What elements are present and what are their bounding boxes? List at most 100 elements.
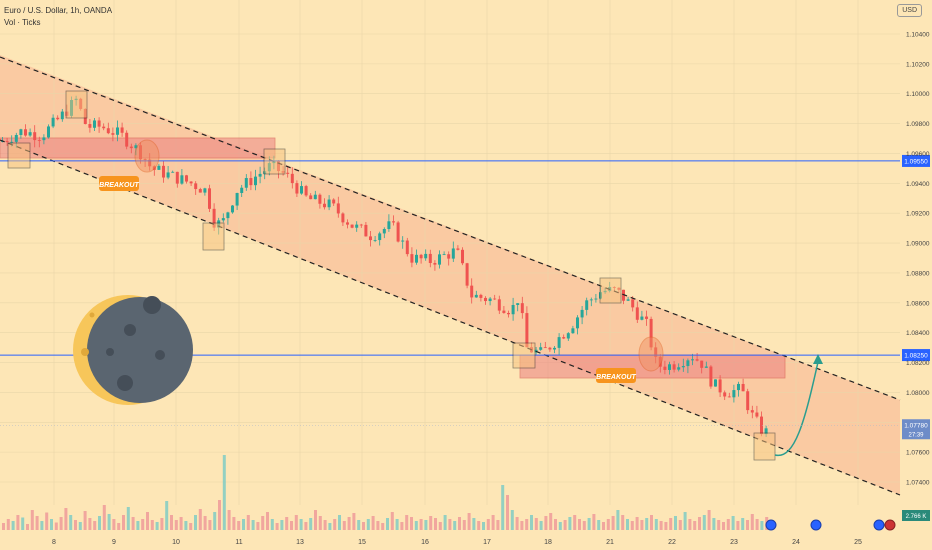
candle-body [355, 224, 359, 228]
volume-bar [400, 522, 404, 530]
volume-bar [621, 515, 625, 530]
symbol-title[interactable]: Euro / U.S. Dollar, 1h, OANDA [4, 6, 113, 15]
volume-bar [174, 520, 178, 530]
candle-body [231, 205, 234, 213]
candle-body [304, 186, 308, 196]
candle-body [442, 254, 446, 256]
candle-body [10, 141, 14, 143]
volume-bar [746, 520, 749, 530]
x-tick-label: 16 [421, 539, 429, 546]
chart-header: Euro / U.S. Dollar, 1h, OANDA Vol · Tick… [4, 5, 112, 29]
volume-bar [6, 519, 10, 530]
currency-button[interactable]: USD [897, 4, 922, 17]
candle-body [148, 159, 152, 167]
volume-bar [707, 510, 711, 530]
event-flag-icon[interactable] [884, 519, 896, 531]
volume-bar [74, 520, 77, 530]
touch-box [599, 277, 622, 304]
candle-body [129, 146, 133, 149]
volume-bar [218, 500, 221, 530]
volume-bar [448, 519, 452, 530]
volume-bar [736, 521, 740, 530]
volume-bar [760, 521, 764, 530]
volume-bar [227, 510, 231, 530]
touch-box [202, 222, 225, 251]
candle-body [341, 213, 345, 223]
candle-body [562, 337, 566, 339]
volume-bar [741, 518, 745, 530]
candle-body [208, 188, 211, 209]
candle-body [346, 222, 349, 225]
candle-body [364, 224, 368, 237]
candle-body [203, 188, 207, 193]
volume-bar [573, 515, 577, 530]
volume-bar [520, 521, 524, 530]
volume-bar [160, 518, 164, 530]
x-tick-label: 8 [52, 539, 56, 546]
volume-bar [294, 515, 298, 530]
volume-bar [659, 521, 663, 530]
candle-body [5, 141, 9, 143]
candle-body [14, 134, 18, 142]
volume-bar [544, 516, 548, 530]
candle-body [106, 128, 110, 134]
volume-bar [150, 520, 154, 530]
volume-indicator-label[interactable]: Vol · Ticks [4, 18, 41, 27]
y-tick-label: 1.10200 [906, 61, 930, 68]
candle-body [635, 307, 639, 320]
volume-bar [131, 517, 135, 530]
volume-bar [688, 519, 692, 530]
touch-box [512, 342, 536, 369]
breakout-label-bg [596, 368, 636, 383]
volume-bar [722, 522, 725, 530]
volume-bar [635, 517, 639, 530]
candle-body [438, 254, 441, 265]
volume-bar [568, 517, 572, 530]
volume-bar [626, 519, 629, 530]
candle-body [350, 224, 354, 228]
candle-body [290, 173, 294, 184]
volume-bar [251, 520, 255, 530]
volume-bar [270, 519, 274, 530]
x-tick-label: 23 [730, 539, 738, 546]
event-flag-icon[interactable] [765, 519, 777, 531]
volume-bar [645, 518, 649, 530]
candle-body [410, 254, 414, 263]
current-price-box [902, 419, 930, 440]
candle-body [511, 304, 515, 315]
y-tick-label: 1.08800 [906, 270, 930, 277]
volume-bar [693, 521, 697, 530]
candle-body [396, 222, 400, 242]
volume-bar [323, 520, 327, 530]
y-tick-label: 1.09400 [906, 181, 930, 188]
volume-bar [136, 521, 140, 530]
volume-bar [563, 520, 567, 530]
candle-body [249, 178, 253, 186]
volume-bar [194, 515, 197, 530]
candle-body [718, 379, 722, 393]
candle-body [553, 347, 556, 350]
touch-box [7, 142, 31, 169]
candle-body [649, 318, 653, 348]
candle-body [714, 379, 717, 387]
event-flag-icon[interactable] [810, 519, 822, 531]
candle-body [88, 124, 92, 128]
candle-body [566, 333, 570, 339]
candle-body [428, 253, 432, 264]
volume-bar [352, 513, 356, 530]
event-flag-icon[interactable] [873, 519, 885, 531]
candle-body [589, 299, 593, 301]
candle-body [507, 312, 510, 315]
volume-bar [40, 521, 44, 530]
volume-bar [45, 512, 49, 530]
volume-bar [203, 516, 207, 530]
volume-bar [275, 523, 279, 530]
x-tick-label: 9 [112, 539, 116, 546]
volume-bar [755, 519, 759, 530]
candle-body [152, 166, 156, 170]
volume-bar [458, 517, 461, 530]
volume-bar [371, 516, 375, 530]
volume-bar [338, 515, 341, 530]
volume-bar [117, 523, 121, 530]
